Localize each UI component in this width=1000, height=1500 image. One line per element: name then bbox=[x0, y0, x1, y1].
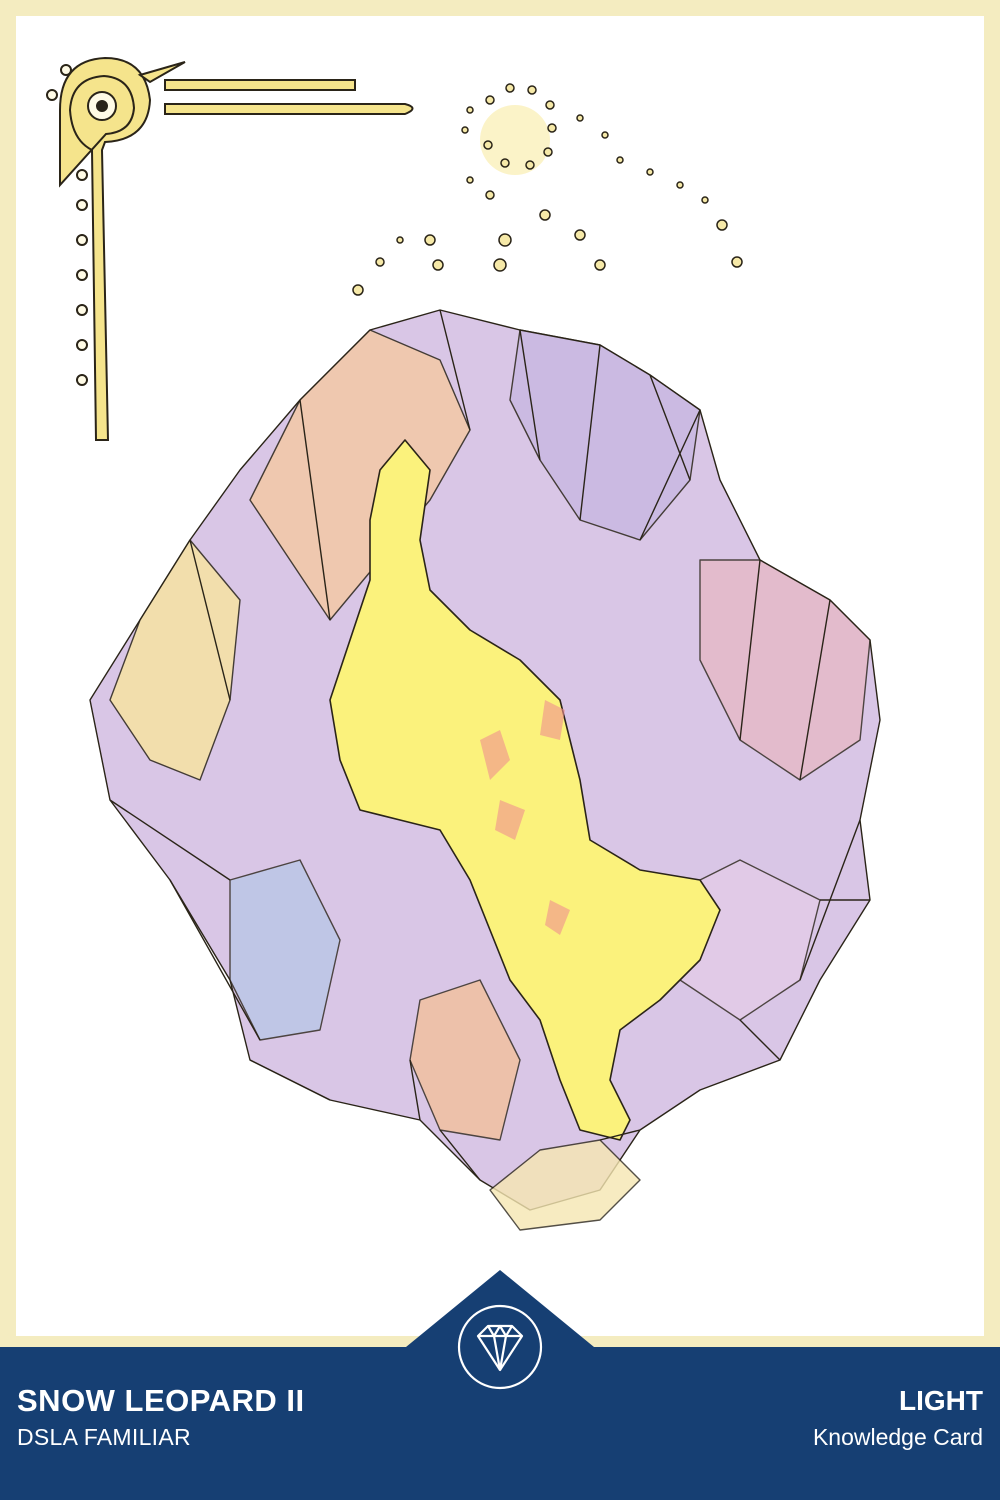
card-illustration bbox=[46, 56, 881, 1231]
sun-constellation bbox=[352, 83, 743, 296]
badge-emblem bbox=[406, 1270, 594, 1400]
card-title: SNOW LEOPARD II bbox=[17, 1383, 305, 1418]
card-category: Knowledge Card bbox=[812, 1424, 983, 1450]
card-element: LIGHT bbox=[899, 1385, 983, 1416]
diamond-gem-icon bbox=[457, 1304, 543, 1390]
crystal-cluster bbox=[89, 309, 881, 1231]
corner-ornament bbox=[46, 56, 414, 441]
card-subtitle: DSLA FAMILIAR bbox=[17, 1424, 191, 1450]
